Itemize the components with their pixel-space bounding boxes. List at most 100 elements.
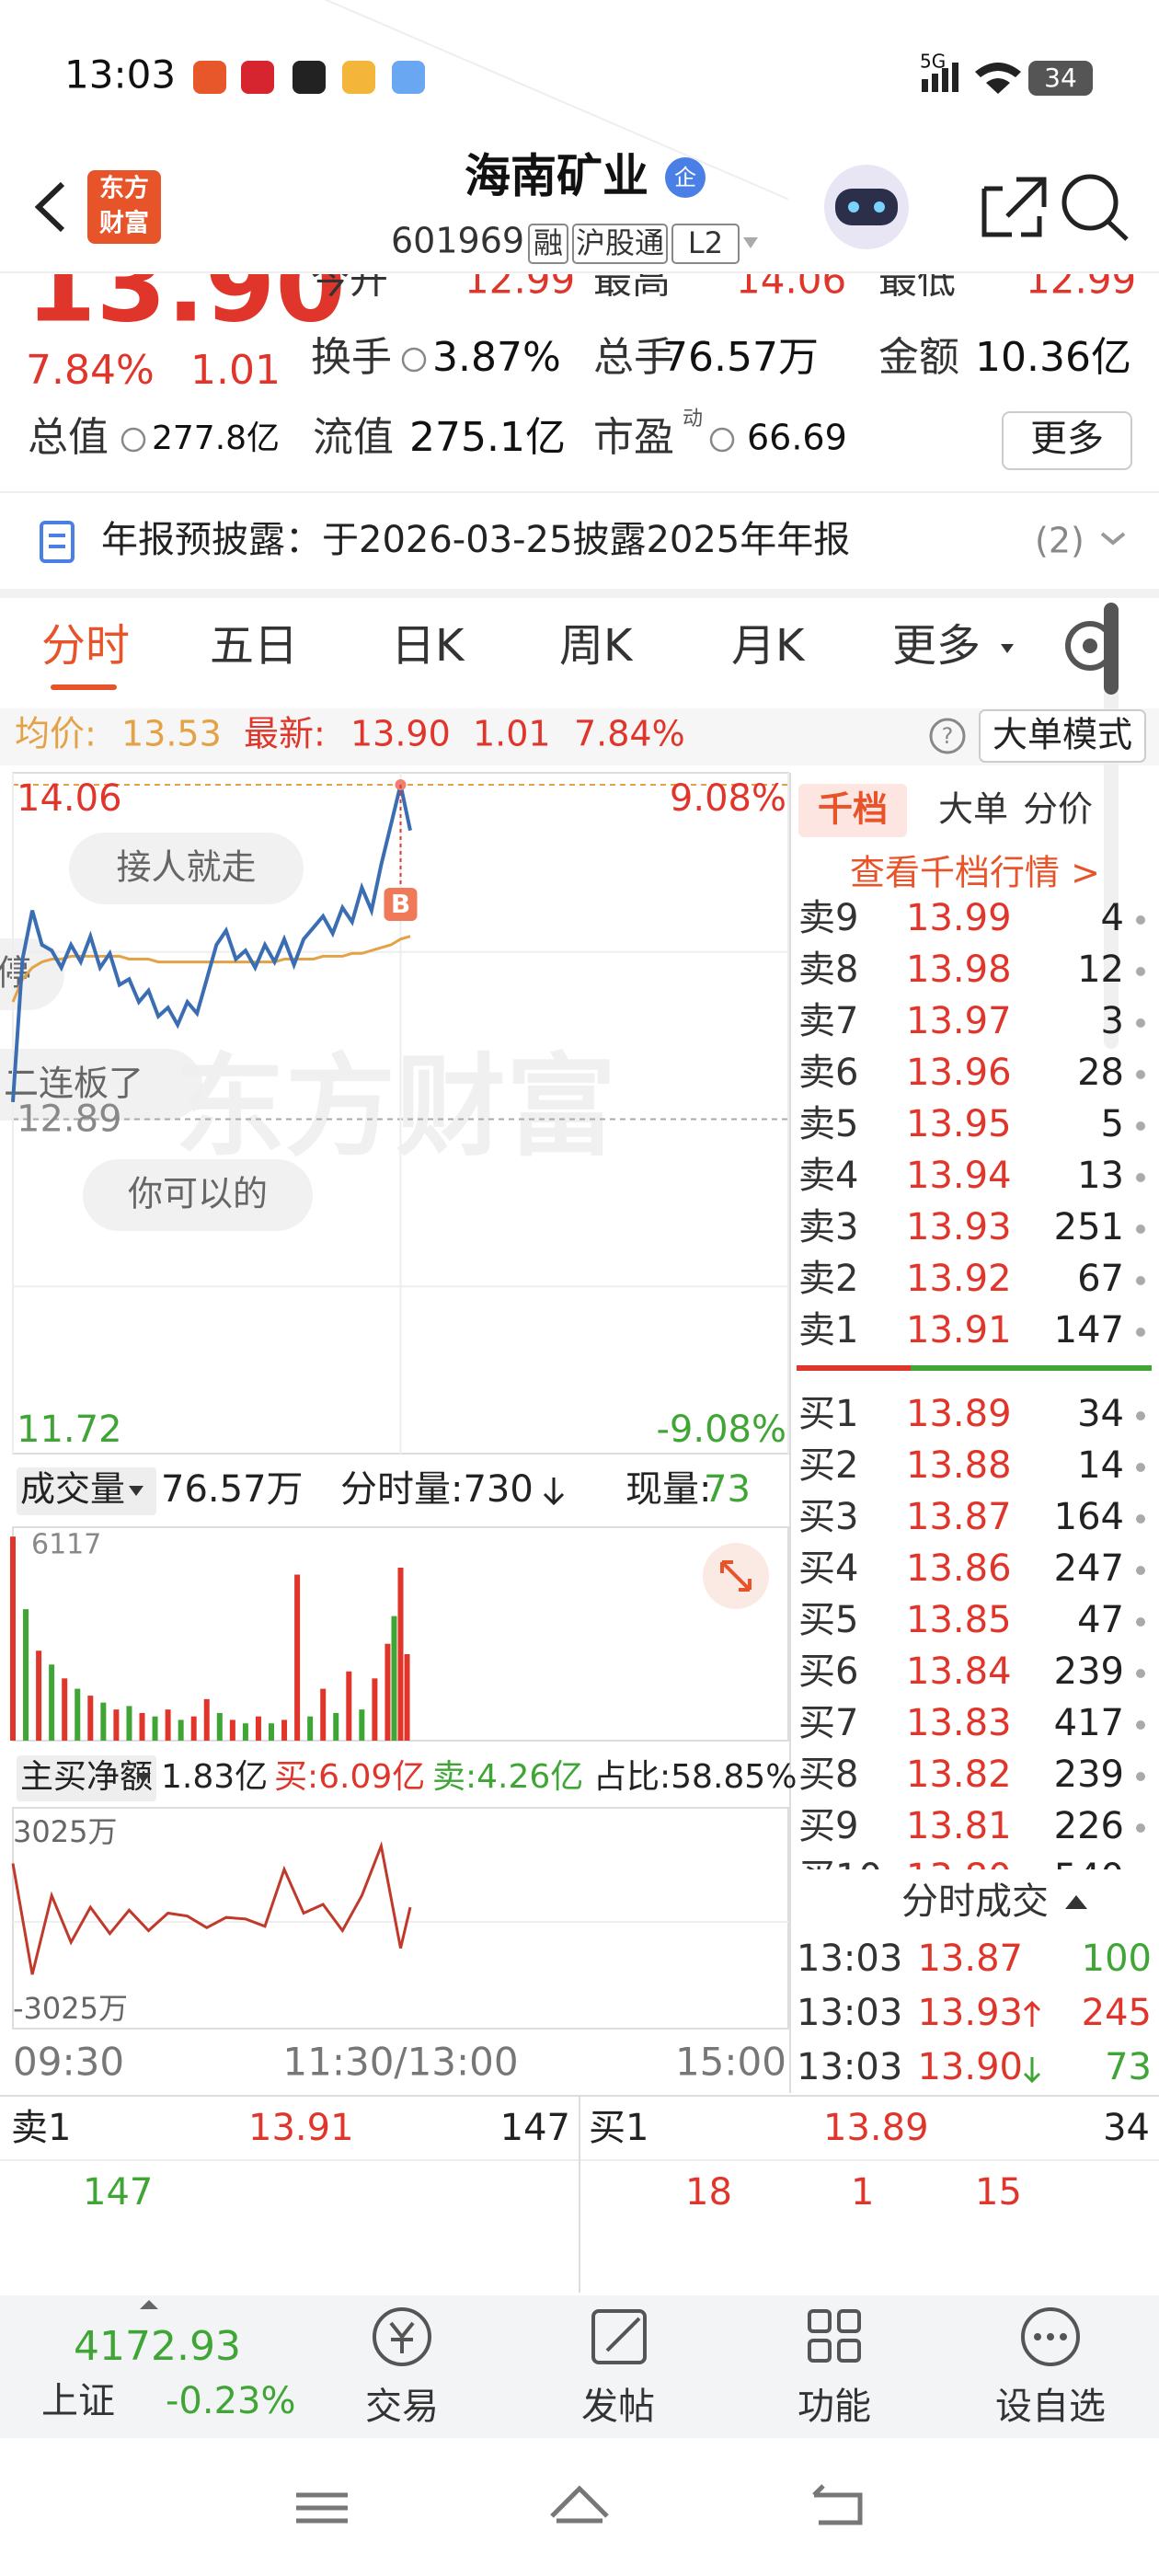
net-select[interactable] [17,1755,156,1801]
book-level: 买6 [798,1650,858,1693]
row-grid [324,0,789,201]
chevron[interactable] [1100,532,1126,546]
quote-label: 流值 [313,414,394,461]
back-button[interactable] [34,181,65,233]
change-pct: 7.84% [26,347,155,394]
book-price: 13.86 [906,1547,1012,1590]
tab-caret[interactable] [1001,644,1014,653]
nav-label[interactable]: 设自选 [995,2386,1106,2428]
book-level: 买8 [798,1754,858,1796]
info-icon[interactable] [401,347,427,373]
stock-name: 海南矿业 [465,150,648,203]
orderbook-tab[interactable]: 千档 [818,789,888,830]
mode-button[interactable] [979,709,1146,763]
quote-value: 277.8亿 [152,420,280,457]
trade-time: 13:03 [797,1992,902,2034]
nav-label[interactable]: 功能 [798,2386,871,2428]
book-price: 13.88 [906,1444,1012,1487]
quote-value: 3.87% [432,334,561,381]
danmaku-text: 接人就走 [116,847,256,888]
volume-bar [203,1698,210,1741]
x-tick-label: 09:30 [13,2040,124,2085]
tab[interactable]: 分时 [41,620,130,672]
system-nav[interactable] [296,2484,863,2525]
book-level: 卖5 [798,1103,858,1145]
badge-circle [665,157,706,198]
volume-bar [75,1688,81,1741]
notice-icon [40,521,75,563]
separator [0,589,1159,598]
help-icon[interactable] [929,718,966,754]
book-volume: 14 [1077,1444,1124,1487]
book-dot [1136,1720,1145,1730]
volume-bar [307,1716,314,1741]
book-price: 13.97 [906,1000,1012,1042]
quote-value: 76.57万 [662,334,819,381]
orderbook-tab[interactable]: 分价 [1023,789,1093,830]
tab[interactable]: 周K [559,620,634,672]
book-price: 13.80 [906,1857,1012,1899]
book-price: 13.99 [906,897,1012,939]
book-dot [1136,915,1145,925]
index-caret[interactable] [140,2300,158,2309]
notice-text[interactable]: 年报预披露：于2026-03-25披露2025年年报 [101,519,850,561]
orderbook-rows: 卖9 13.99 4 卖8 13.98 12 卖7 13.97 3 卖6 13.96 28 卖5 13.9… [798,897,1145,1899]
status-signal [922,61,1093,96]
trade-marker[interactable] [384,888,418,921]
expand-button[interactable] [703,1543,769,1609]
volume-select[interactable] [17,1467,156,1515]
search-button[interactable] [1061,174,1129,241]
book-dot [1136,1411,1145,1420]
volume-bar [372,1678,378,1741]
book-dot [1136,1276,1145,1285]
quote-label: 最低 [878,258,956,303]
trade-marker-text: B [391,889,410,919]
volume-bar [100,1702,107,1741]
robot-avatar[interactable] [824,165,909,249]
book-level: 买2 [798,1444,858,1487]
book-dot [1136,1070,1145,1079]
danmaku-bubble [69,833,304,904]
nav-icons[interactable] [373,2307,1080,2366]
orderbook-link[interactable]: 查看千档行情 > [850,853,1100,893]
orderbook-tab[interactable]: 大单 [938,789,1008,830]
net-value: 1.83亿 [161,1758,268,1796]
info-icon[interactable] [709,427,735,453]
book-volume: 28 [1077,1052,1124,1094]
select-caret [129,1486,143,1496]
orderbook-tab-active[interactable] [798,784,907,837]
info-latest: 13.90 [350,714,451,754]
volume-bar [216,1712,223,1741]
net-buy: 买:6.09亿 [274,1758,425,1796]
dropdown-arrow[interactable] [743,237,758,248]
quote-value: 10.36亿 [975,334,1131,381]
volume-interval: 分时量:730 [340,1468,534,1511]
book-level: 买9 [798,1805,858,1847]
sell-label: 卖1 [11,2107,71,2149]
y-tick-label: 11.72 [17,1409,122,1451]
y-tick-label: 12.89 [17,1098,122,1141]
tab[interactable]: 月K [731,620,806,672]
tab[interactable]: 更多 [892,620,981,672]
tab[interactable]: 五日 [210,620,298,672]
volume-bar [178,1719,184,1741]
more-label[interactable]: 更多 [1030,418,1104,460]
book-volume: 5 [1101,1103,1124,1145]
volume-select-label[interactable]: 成交量 [20,1469,125,1510]
nav-label[interactable]: 交易 [365,2386,439,2428]
volume-bar [281,1719,288,1741]
buy-label: 买1 [589,2107,648,2149]
sell-volume: 147 [500,2107,570,2149]
book-dot [1136,1617,1145,1627]
more-button[interactable] [1002,411,1132,470]
nav-label[interactable]: 发帖 [581,2386,655,2428]
volume-bar [397,1567,404,1741]
trade-price: 13.90 [917,2046,1023,2088]
mode-label[interactable]: 大单模式 [993,715,1132,755]
info-pct: 7.84% [574,714,685,754]
share-button[interactable] [981,177,1047,237]
net-select-label[interactable]: 主买净额 [20,1758,153,1796]
tab[interactable]: 日K [391,620,465,672]
info-icon[interactable] [120,427,146,453]
